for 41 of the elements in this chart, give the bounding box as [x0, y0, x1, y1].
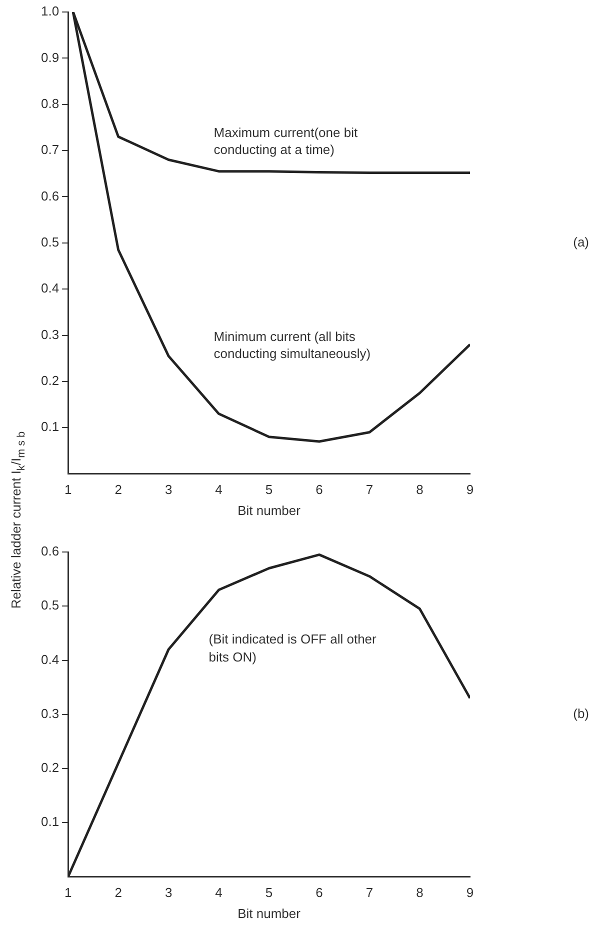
x-tick-label: 4 — [215, 482, 222, 498]
x-axis-title: Bit number — [238, 502, 302, 518]
y-tick-label: 0.5 — [40, 234, 60, 250]
y-tick-label: 0.2 — [40, 760, 60, 776]
text: Minimum current (all bits conducting simultaneously) — [214, 328, 371, 361]
series-label: Maximum current(one bit conducting at a time) — [214, 124, 358, 157]
y-tick-label: 0.1 — [40, 814, 60, 830]
x-tick-label: 2 — [114, 885, 122, 900]
x-tick-label: 5 — [265, 482, 273, 498]
y-tick-label: 0.5 — [40, 598, 60, 613]
y-tick-label: 0.3 — [40, 706, 60, 721]
x-tick-label: 6 — [316, 885, 323, 900]
x-tick-label: 1 — [64, 482, 72, 498]
y-tick-label: 0.4 — [40, 652, 60, 667]
annotation: (Bit indicated is OFF all other bits ON) — [208, 631, 378, 664]
text: (b) — [573, 706, 589, 721]
y-tick-label: 1.0 — [40, 4, 60, 19]
x-tick-label: 2 — [114, 482, 122, 498]
y-tick-label: 0.3 — [40, 326, 60, 342]
x-tick-label: 1 — [64, 885, 72, 900]
x-tick-label: 7 — [366, 482, 374, 498]
x-tick-label: 9 — [466, 482, 474, 498]
y-tick-label: 0.4 — [40, 280, 60, 296]
y-tick-label: 0.7 — [40, 142, 60, 158]
y-tick-label: 0.6 — [40, 188, 60, 204]
y-tick-label: 0.6 — [40, 544, 60, 559]
text: (a) — [573, 234, 589, 250]
x-tick-label: 3 — [164, 482, 172, 498]
x-axis-title: Bit number — [238, 906, 302, 921]
x-tick-label: 9 — [466, 885, 474, 900]
x-tick-label: 6 — [316, 482, 323, 498]
y-tick-label: 0.2 — [40, 373, 60, 388]
y-tick-label: 0.9 — [40, 50, 60, 65]
x-tick-label: 3 — [164, 885, 172, 900]
x-tick-label: 7 — [366, 885, 374, 900]
x-tick-label: 8 — [416, 885, 424, 900]
y-tick-label: 0.1 — [40, 419, 60, 434]
y-tick-label: 0.8 — [40, 96, 60, 111]
x-tick-label: 5 — [265, 885, 273, 900]
x-tick-label: 8 — [416, 482, 424, 498]
x-tick-label: 4 — [215, 885, 222, 900]
